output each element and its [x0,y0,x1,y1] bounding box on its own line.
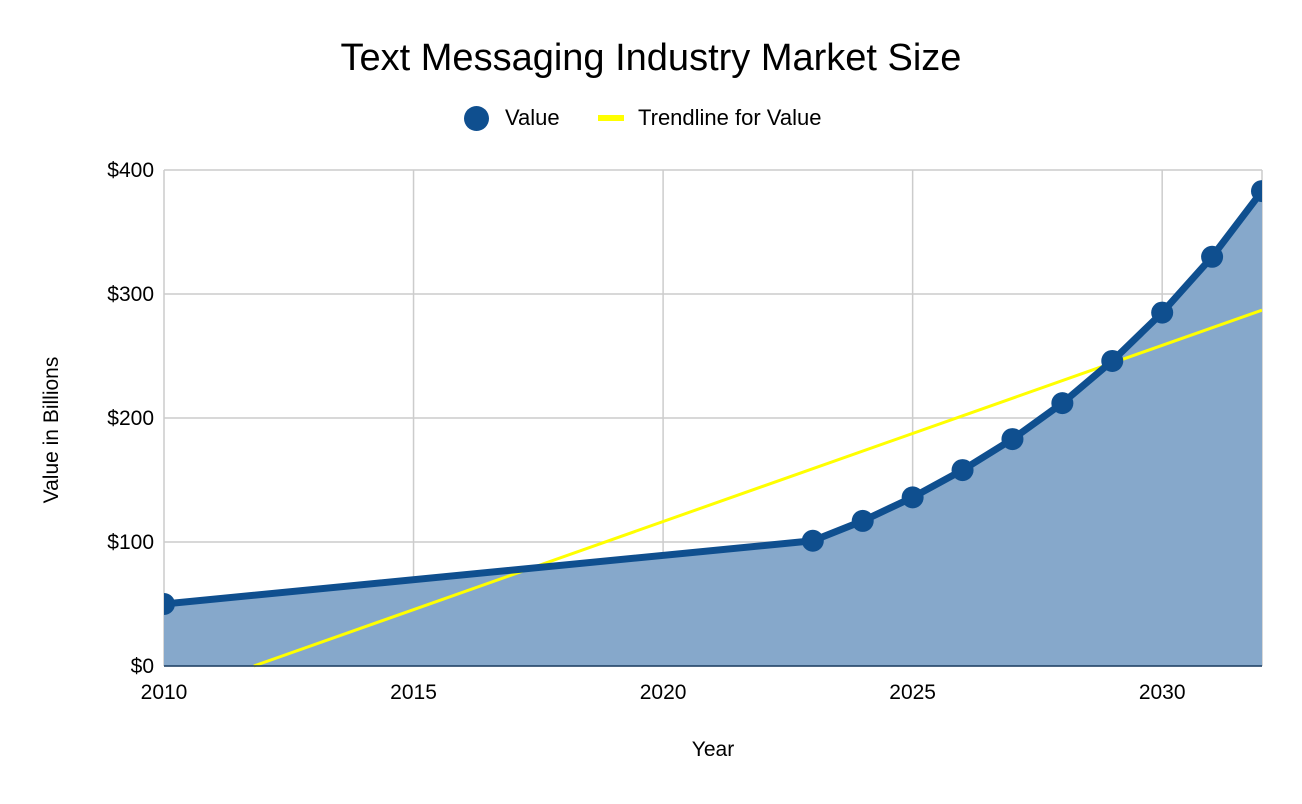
data-point[interactable] [1201,245,1224,268]
data-point[interactable] [951,459,974,482]
data-point[interactable] [153,593,175,615]
legend-label-trendline: Trendline for Value [638,105,822,130]
y-tick-label: $100 [107,531,154,554]
value-area-fill [164,191,1262,666]
y-tick-label: $200 [107,407,154,430]
x-tick-label: 2010 [141,681,188,704]
data-point[interactable] [1251,180,1273,203]
legend-item-trendline[interactable]: Trendline for Value [598,102,821,134]
legend: Value Trendline for Value [0,102,1302,134]
chart-title: Text Messaging Industry Market Size [340,37,962,79]
y-tick-label: $400 [107,159,154,182]
y-tick-label: $0 [131,655,154,678]
data-point[interactable] [1001,428,1024,451]
data-point[interactable] [1151,301,1174,324]
legend-marker-value [464,105,489,131]
x-tick-label: 2015 [390,681,437,704]
data-point[interactable] [1101,349,1124,372]
trendline [253,308,1262,668]
x-tick-label: 2025 [889,681,936,704]
x-axis-title: Year [691,738,735,761]
data-point[interactable] [801,529,824,552]
x-tick-label: 2020 [640,681,687,704]
legend-label-value: Value [505,105,560,130]
data-point[interactable] [901,486,924,509]
data-point[interactable] [1051,392,1074,415]
legend-marker-trendline [598,115,624,121]
data-point[interactable] [851,509,874,532]
y-tick-label: $300 [107,283,154,306]
legend-item-value[interactable]: Value [464,102,560,134]
x-tick-label: 2030 [1139,681,1186,704]
